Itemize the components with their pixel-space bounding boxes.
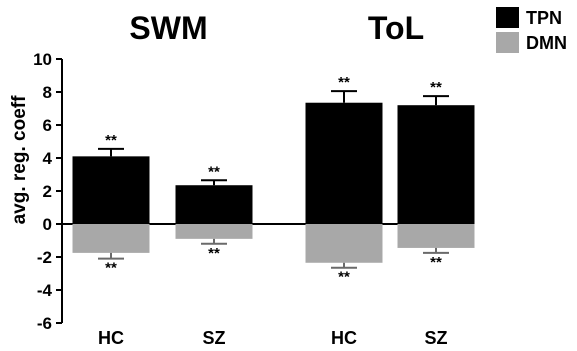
y-tick-label: 8 xyxy=(43,83,52,102)
significance-label: ** xyxy=(338,74,350,91)
significance-label: ** xyxy=(208,163,220,180)
significance-label: ** xyxy=(208,245,220,262)
bar-tpn xyxy=(72,156,150,224)
group-title: SWM xyxy=(129,10,207,46)
y-tick-label: 0 xyxy=(43,215,52,234)
group-titles: SWM ToL xyxy=(129,10,424,46)
legend-label-tpn: TPN xyxy=(526,8,562,28)
y-tick-label: -2 xyxy=(37,248,52,267)
y-tick-label: 2 xyxy=(43,182,52,201)
bar-dmn xyxy=(72,224,150,253)
significance-label: ** xyxy=(105,260,117,277)
significance-label: ** xyxy=(338,269,350,286)
x-tick-labels: HC SZ HC SZ xyxy=(98,328,448,348)
y-axis-label: avg. reg. coeff xyxy=(9,95,30,224)
group-title: ToL xyxy=(368,10,424,46)
bar-tpn xyxy=(397,105,475,224)
bar-dmn xyxy=(175,224,253,239)
bar-tpn xyxy=(305,102,383,224)
legend-swatch-tpn xyxy=(496,7,519,28)
y-tick-label: 4 xyxy=(43,149,53,168)
significance-label: ** xyxy=(430,79,442,96)
legend-swatch-dmn xyxy=(496,32,519,53)
y-tick-label: 6 xyxy=(43,116,52,135)
y-tick-label: -4 xyxy=(37,281,53,300)
bar-dmn xyxy=(305,224,383,263)
x-tick-label: SZ xyxy=(424,328,447,348)
bar-dmn xyxy=(397,224,475,248)
significance-label: ** xyxy=(105,132,117,149)
bars: ** ** ** ** ** ** ** ** xyxy=(72,74,475,286)
x-tick-label: HC xyxy=(98,328,124,348)
legend-label-dmn: DMN xyxy=(526,33,567,53)
legend: TPN DMN xyxy=(496,7,567,53)
x-tick-label: SZ xyxy=(202,328,225,348)
y-tick-label: -6 xyxy=(37,314,52,333)
y-ticks: -6 -4 -2 0 2 4 6 8 10 xyxy=(33,50,62,333)
bar-tpn xyxy=(175,185,253,224)
y-tick-label: 10 xyxy=(33,50,52,69)
significance-label: ** xyxy=(430,254,442,271)
x-tick-label: HC xyxy=(331,328,357,348)
